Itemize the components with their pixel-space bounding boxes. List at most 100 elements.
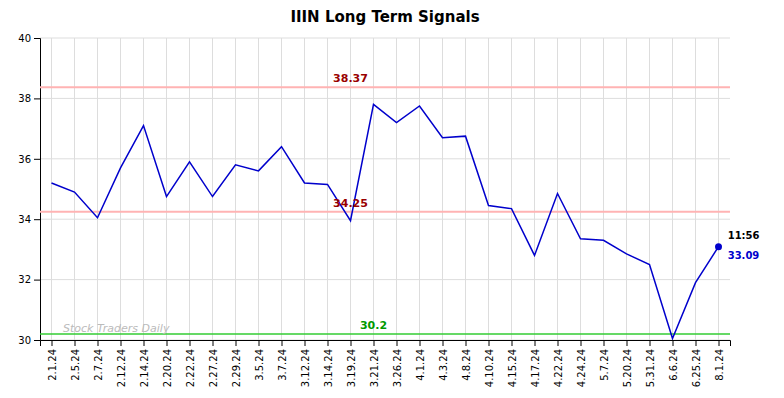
last-time-label: 11:56 [728,230,760,241]
x-tick-label: 4.15.24 [507,349,518,387]
grid-line-x [97,38,98,340]
x-tick-mark [259,340,260,346]
y-tick-mark [34,38,40,39]
x-tick-label: 4.3.24 [438,349,449,381]
x-tick: 2.27.24 [208,340,219,387]
x-tick-label: 2.12.24 [116,349,127,387]
x-tick-label: 4.8.24 [461,349,472,381]
x-tick: 2.14.24 [139,340,150,387]
x-tick: 4.10.24 [484,340,495,387]
x-tick-mark [75,340,76,346]
x-tick: 6.6.24 [668,340,679,381]
grid-line-x [327,38,328,340]
x-tick-label: 2.20.24 [162,349,173,387]
x-tick-mark [650,340,651,346]
grid-line-x [672,38,673,340]
x-tick-mark [328,340,329,346]
grid-line-x [465,38,466,340]
x-tick: 4.1.24 [415,340,426,381]
x-tick: 2.20.24 [162,340,173,387]
x-tick-mark [52,340,53,346]
annotations: 38.3734.2530.211:5633.09Stock Traders Da… [63,72,760,335]
y-tick-mark [34,340,40,341]
x-tick: 2.1.24 [47,340,58,381]
x-tick: 2.12.24 [116,340,127,387]
x-tick: 5.20.24 [622,340,633,387]
grid-line-x [304,38,305,340]
x-tick-label: 3.14.24 [323,349,334,387]
x-tick-mark [443,340,444,346]
title: IIIN Long Term Signals [290,8,479,26]
x-tick: 6.25.24 [691,340,702,387]
y-tick-mark [34,219,40,220]
y-tick: 32 [18,274,40,285]
x-tick-mark [604,340,605,346]
x-tick-mark [121,340,122,346]
x-tick-mark [167,340,168,346]
x-tick: 4.15.24 [507,340,518,387]
y-tick: 38 [18,93,40,104]
price-line [52,104,719,338]
y-tick-mark [34,280,40,281]
grid-line-x [143,38,144,340]
x-tick-mark [673,340,674,346]
reference-label: 34.25 [333,197,368,210]
x-tick-label: 5.7.24 [599,349,610,381]
x-tick-label: 4.1.24 [415,349,426,381]
x-tick: 3.14.24 [323,340,334,387]
x-tick: 2.29.24 [231,340,242,387]
x-tick-mark [144,340,145,346]
x-tick-mark [466,340,467,346]
grid-line-x [189,38,190,340]
x-tick-mark [696,340,697,346]
grid-line-x [212,38,213,340]
x-tick-label: 6.6.24 [668,349,679,381]
y-tick-label: 40 [18,33,31,44]
x-axis: 2.1.242.5.242.7.242.12.242.14.242.20.242… [41,340,731,387]
x-tick: 3.19.24 [346,340,357,387]
x-tick-mark [305,340,306,346]
last-point [715,243,722,250]
x-tick-mark [98,340,99,346]
y-axis: 303234363840 [18,33,40,346]
x-tick-mark [282,340,283,346]
y-tick-mark [34,159,40,160]
grid-line-x [718,38,719,340]
x-tick-mark [512,340,513,346]
grid-line-x [534,38,535,340]
last-value-label: 33.09 [728,250,760,261]
x-tick: 2.5.24 [70,340,81,381]
grid-line-x [695,38,696,340]
x-tick-label: 2.29.24 [231,349,242,387]
x-tick: 5.7.24 [599,340,610,381]
x-tick: 4.24.24 [576,340,587,387]
x-tick-mark [351,340,352,346]
x-tick-label: 8.1.24 [714,349,725,381]
y-tick: 36 [18,154,40,165]
grid-line-x [419,38,420,340]
x-tick-mark [397,340,398,346]
x-tick-mark [535,340,536,346]
y-tick-mark [34,98,40,99]
x-tick: 4.8.24 [461,340,472,381]
x-tick-label: 2.5.24 [70,349,81,381]
x-tick: 4.17.24 [530,340,541,387]
grid-line-x [235,38,236,340]
y-tick-label: 30 [18,335,31,346]
x-tick-mark [374,340,375,346]
grid-line-x [511,38,512,340]
x-tick: 3.21.24 [369,340,380,387]
x-tick-label: 3.12.24 [300,349,311,387]
grid-line-x [281,38,282,340]
reference-line [40,211,730,213]
grid-line-x [74,38,75,340]
chart-svg: IIIN Long Term Signals2.1.242.5.242.7.24… [0,0,784,398]
x-tick-mark [627,340,628,346]
grid-line-x [396,38,397,340]
x-tick-mark [420,340,421,346]
x-tick: 3.5.24 [254,340,265,381]
grid-line-x [488,38,489,340]
x-tick-mark [236,340,237,346]
x-tick-label: 2.14.24 [139,349,150,387]
x-tick-mark [489,340,490,346]
